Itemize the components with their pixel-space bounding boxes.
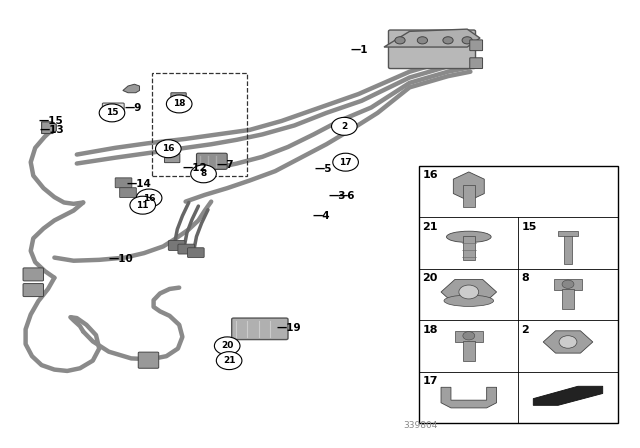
FancyBboxPatch shape [115,178,132,188]
Circle shape [395,37,405,44]
Text: —9: —9 [125,103,142,113]
Text: —6: —6 [338,191,355,201]
Text: —4: —4 [312,211,330,221]
Bar [463,236,475,259]
FancyBboxPatch shape [171,93,186,103]
Polygon shape [533,386,603,405]
Bar [554,279,582,290]
Text: —12: —12 [182,163,207,173]
Circle shape [130,196,156,214]
Text: —10: —10 [109,254,134,264]
Circle shape [443,37,453,44]
Text: —5: —5 [315,164,332,174]
FancyBboxPatch shape [102,103,124,114]
Polygon shape [453,172,484,201]
Circle shape [216,352,242,370]
Ellipse shape [447,231,491,242]
Text: —3: —3 [328,191,346,201]
FancyBboxPatch shape [196,153,227,169]
Polygon shape [441,387,497,408]
Text: 17: 17 [339,158,352,167]
Text: —15: —15 [38,116,63,126]
Polygon shape [384,29,480,47]
Bar [558,231,578,237]
Text: 16: 16 [422,170,438,180]
Bar [455,331,483,342]
Bar [562,289,574,309]
FancyBboxPatch shape [23,268,44,281]
Text: 2: 2 [341,122,348,131]
Bar [419,166,618,423]
Polygon shape [123,84,140,93]
Text: 8: 8 [200,169,207,178]
Circle shape [191,165,216,183]
Circle shape [332,117,357,135]
FancyBboxPatch shape [188,248,204,258]
Circle shape [462,37,472,44]
FancyBboxPatch shape [388,30,476,69]
Bar [463,185,475,207]
Text: 20: 20 [422,273,438,283]
Bar [152,73,247,176]
Text: —1: —1 [351,45,368,55]
Text: —7: —7 [216,160,234,170]
Circle shape [214,337,240,355]
Text: 2: 2 [522,325,529,335]
Text: 11: 11 [136,201,149,210]
Circle shape [559,336,577,348]
Circle shape [99,104,125,122]
FancyBboxPatch shape [470,58,483,69]
Text: 20: 20 [221,341,234,350]
FancyBboxPatch shape [178,244,195,254]
FancyBboxPatch shape [120,188,136,198]
Polygon shape [42,122,56,134]
Bar [463,341,475,361]
Text: 16: 16 [162,144,175,153]
FancyBboxPatch shape [23,284,44,297]
Ellipse shape [444,295,493,306]
Circle shape [417,37,428,44]
FancyBboxPatch shape [164,154,180,163]
Bar [564,235,572,263]
FancyBboxPatch shape [470,40,483,51]
Text: —19: —19 [276,323,301,333]
Circle shape [156,140,181,158]
Text: 21: 21 [422,222,438,232]
Text: 15: 15 [522,222,537,232]
Polygon shape [441,280,497,305]
Circle shape [562,280,574,289]
Text: 18: 18 [422,325,438,335]
Text: —14: —14 [127,179,152,189]
Circle shape [166,95,192,113]
Text: 18: 18 [173,99,186,108]
Text: 17: 17 [422,376,438,386]
FancyBboxPatch shape [168,241,185,250]
Circle shape [459,285,479,299]
Text: 15: 15 [106,108,118,117]
FancyBboxPatch shape [138,352,159,368]
Circle shape [463,332,475,340]
Text: 21: 21 [223,356,236,365]
Text: —13: —13 [40,125,65,135]
Text: 339804: 339804 [403,421,438,430]
Circle shape [136,189,162,207]
Text: 16: 16 [143,194,156,202]
Text: 8: 8 [522,273,529,283]
FancyBboxPatch shape [232,318,288,340]
Circle shape [333,153,358,171]
Polygon shape [543,331,593,353]
